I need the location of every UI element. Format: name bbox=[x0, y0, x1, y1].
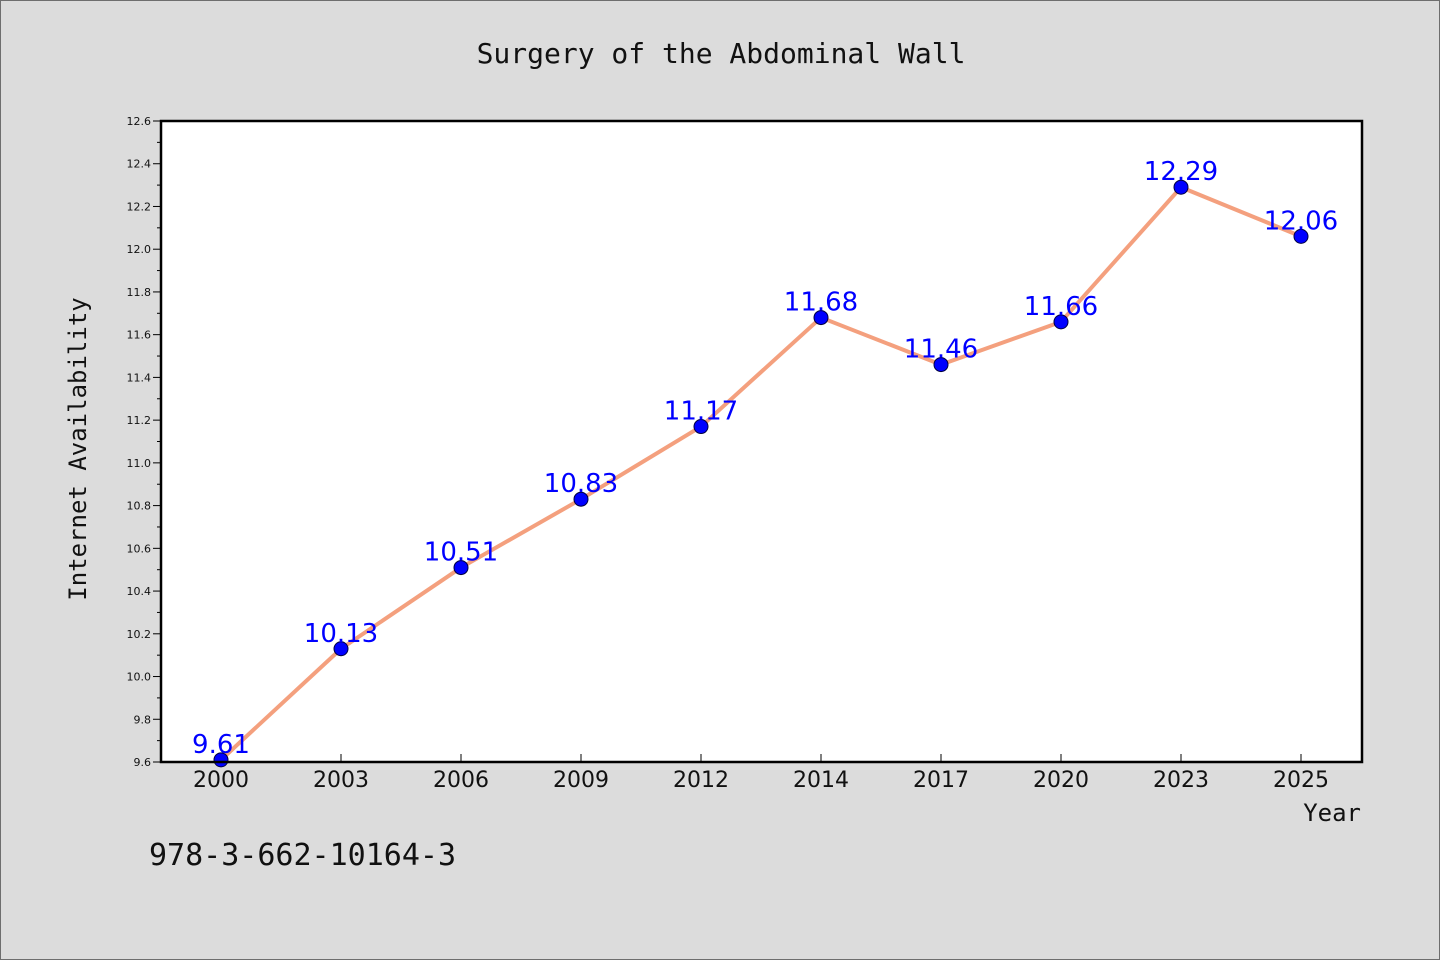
x-tick-label: 2012 bbox=[673, 768, 729, 793]
series-line bbox=[219, 185, 1303, 762]
chart-title: Surgery of the Abdominal Wall bbox=[477, 37, 966, 70]
data-label: 11.46 bbox=[904, 335, 978, 365]
x-tick-label: 2023 bbox=[1153, 768, 1209, 793]
data-point bbox=[1053, 314, 1069, 330]
data-point bbox=[453, 560, 469, 576]
x-axis-ticks: 2000 2003 2006 2009 2012 2014 2017 2020 2023 2025 bbox=[193, 754, 1329, 793]
x-tick-label: 2003 bbox=[313, 768, 369, 793]
y-axis-label: Internet Availability bbox=[64, 297, 92, 600]
data-label: 12.06 bbox=[1264, 206, 1338, 236]
y-tick-label: 11.0 bbox=[127, 457, 152, 470]
data-point bbox=[1173, 179, 1189, 195]
y-tick-label: 10.4 bbox=[127, 585, 152, 598]
data-point bbox=[1293, 228, 1309, 244]
x-tick-label: 2025 bbox=[1273, 768, 1329, 793]
plot-frame bbox=[159, 119, 1364, 764]
x-tick-label: 2006 bbox=[433, 768, 489, 793]
y-tick-label: 9.8 bbox=[134, 713, 152, 726]
data-label: 10.83 bbox=[544, 469, 618, 499]
y-tick-label: 9.6 bbox=[134, 756, 152, 769]
data-label: 10.51 bbox=[424, 538, 498, 568]
plot-area bbox=[161, 121, 1362, 762]
y-tick-label: 11.4 bbox=[127, 371, 152, 384]
x-tick-label: 2000 bbox=[193, 768, 249, 793]
y-tick-label: 10.2 bbox=[127, 628, 152, 641]
y-axis-ticks: 9.6 9.8 10.0 10.2 10.4 10.6 10.8 11.0 11.2 11.4 11… bbox=[127, 115, 161, 769]
x-tick-label: 2020 bbox=[1033, 768, 1089, 793]
data-label: 11.68 bbox=[784, 288, 858, 318]
y-tick-label: 12.2 bbox=[127, 200, 152, 213]
data-point bbox=[933, 357, 949, 373]
y-tick-label: 12.6 bbox=[127, 115, 152, 128]
y-tick-label: 11.2 bbox=[127, 414, 152, 427]
y-tick-label: 12.0 bbox=[127, 243, 152, 256]
data-point bbox=[333, 641, 349, 657]
x-tick-label: 2017 bbox=[913, 768, 969, 793]
isbn-footer: 978-3-662-10164-3 bbox=[149, 838, 456, 873]
y-tick-label: 11.6 bbox=[127, 329, 152, 342]
y-tick-label: 10.6 bbox=[127, 542, 152, 555]
data-markers bbox=[213, 179, 1309, 768]
data-point bbox=[813, 310, 829, 326]
data-label: 11.17 bbox=[664, 397, 738, 427]
y-tick-label: 12.4 bbox=[127, 158, 152, 171]
data-point bbox=[693, 419, 709, 435]
x-axis-label: Year bbox=[1303, 799, 1361, 827]
x-tick-label: 2009 bbox=[553, 768, 609, 793]
x-tick-label: 2014 bbox=[793, 768, 849, 793]
y-tick-label: 10.0 bbox=[127, 671, 152, 684]
data-label: 9.61 bbox=[192, 730, 250, 760]
data-labels: 9.61 10.13 10.51 10.83 11.17 11.68 11.46 11.66 1… bbox=[192, 157, 1338, 760]
data-point bbox=[573, 491, 589, 507]
y-tick-label: 10.8 bbox=[127, 500, 152, 513]
data-label: 10.13 bbox=[304, 619, 378, 649]
data-label: 11.66 bbox=[1024, 292, 1098, 322]
data-label: 12.29 bbox=[1144, 157, 1218, 187]
y-tick-label: 11.8 bbox=[127, 286, 152, 299]
data-point bbox=[213, 752, 229, 768]
